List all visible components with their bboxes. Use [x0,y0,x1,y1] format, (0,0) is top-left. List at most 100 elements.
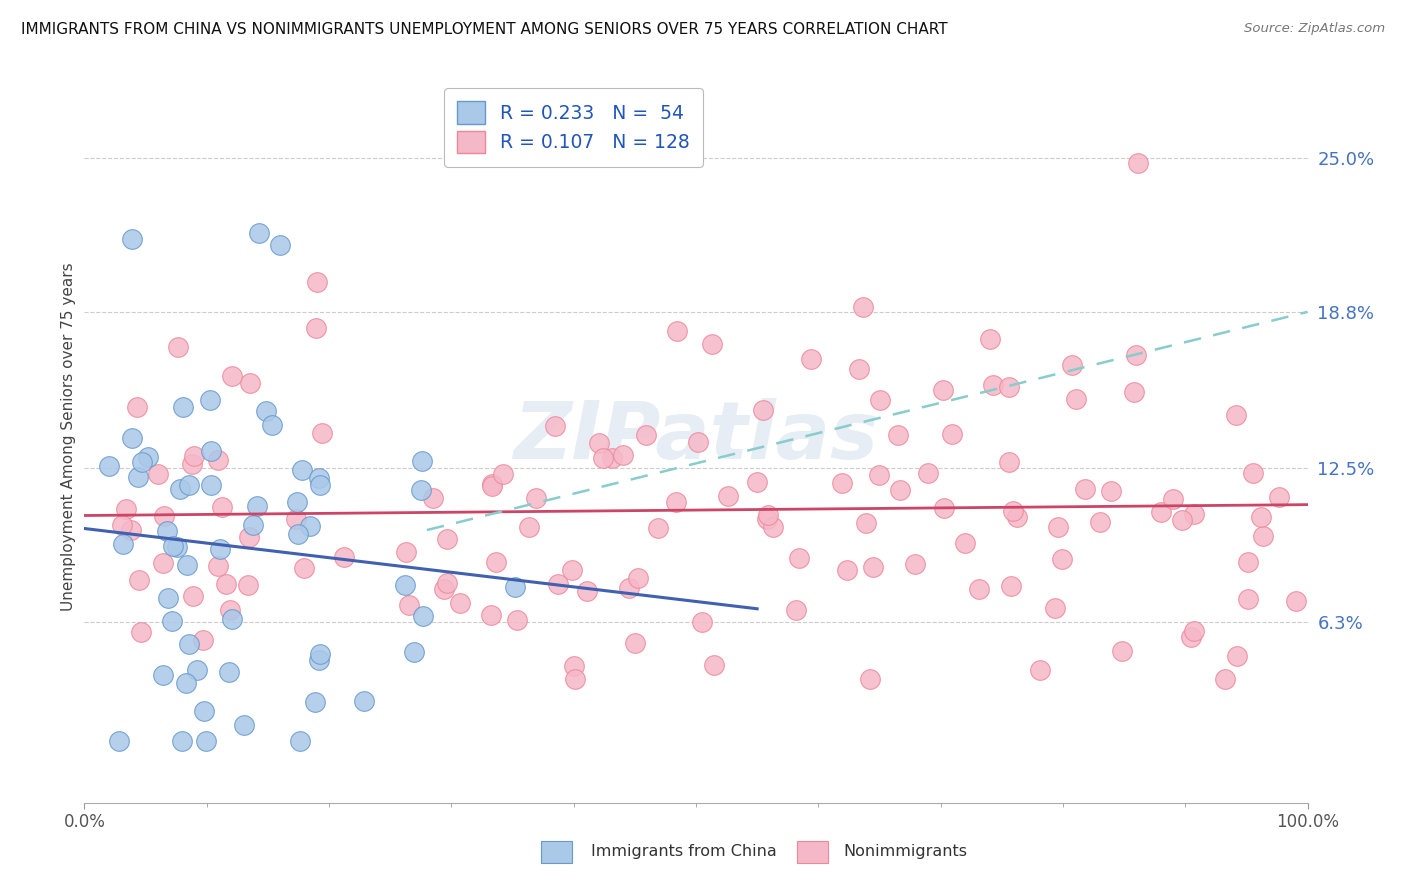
Point [121,431,143,445]
Point [756,512,779,526]
Point [1000,579,1022,593]
Point [398,598,420,612]
Point [156,591,179,605]
Point [433,582,456,597]
Point [941,427,963,442]
Point [1126,156,1149,170]
Point [869,393,891,408]
Point [1002,504,1025,518]
Point [1028,663,1050,677]
Point [745,475,768,489]
Point [1064,392,1087,406]
Point [353,694,375,708]
Point [592,451,614,466]
Point [436,533,458,547]
Point [1074,482,1097,496]
Point [787,551,810,566]
Point [246,499,269,513]
Point [125,400,148,414]
Point [409,483,432,498]
Point [859,672,882,686]
Point [304,695,326,709]
Point [309,648,332,662]
Point [152,556,174,570]
Point [179,637,201,651]
Point [665,495,688,509]
Point [156,524,179,539]
Point [481,477,503,491]
Point [519,520,541,534]
Point [1123,384,1146,399]
Point [1237,555,1260,569]
Point [412,608,434,623]
Point [1180,631,1202,645]
Point [506,613,529,627]
Point [200,477,222,491]
Point [1125,348,1147,362]
Point [311,426,333,441]
Point [1045,600,1067,615]
Point [1285,594,1308,608]
Point [170,734,193,748]
Point [207,452,229,467]
Point [111,518,134,533]
Point [221,612,243,626]
Point [612,449,634,463]
Point [1046,520,1069,534]
Point [636,427,658,442]
Point [262,417,284,432]
Point [600,450,623,465]
Point [211,500,233,515]
Point [436,575,458,590]
Point [588,436,610,450]
Point [287,527,309,541]
Point [136,450,159,465]
Point [152,668,174,682]
Point [285,495,308,509]
Point [1182,507,1205,521]
Point [1060,359,1083,373]
Point [1088,516,1111,530]
Point [855,516,877,530]
Text: Source: ZipAtlas.com: Source: ZipAtlas.com [1244,22,1385,36]
Point [162,539,184,553]
Point [862,559,884,574]
Point [700,337,723,351]
Point [904,557,927,571]
Point [564,672,586,686]
Point [169,482,191,496]
Point [191,632,214,647]
Point [617,581,640,595]
Point [998,380,1021,394]
Point [292,560,315,574]
Point [172,400,194,414]
Point [449,596,471,610]
Point [831,475,853,490]
Point [111,537,134,551]
Point [666,324,689,338]
Point [561,563,583,577]
Point [1111,644,1133,658]
Point [299,518,322,533]
Point [624,636,647,650]
Point [647,520,669,534]
Point [128,573,150,587]
Point [717,490,740,504]
Point [247,226,270,240]
Point [848,362,870,376]
Point [1225,409,1247,423]
Point [153,508,176,523]
Point [762,520,785,534]
Point [411,454,433,468]
Point [917,466,939,480]
Text: Nonimmigrants: Nonimmigrants [844,845,967,859]
Point [177,477,200,491]
Point [932,500,955,515]
Point [208,541,231,556]
Point [503,580,526,594]
Point [285,512,308,526]
Point [1213,672,1236,686]
Point [183,449,205,463]
Point [1226,648,1249,663]
Point [115,502,138,516]
